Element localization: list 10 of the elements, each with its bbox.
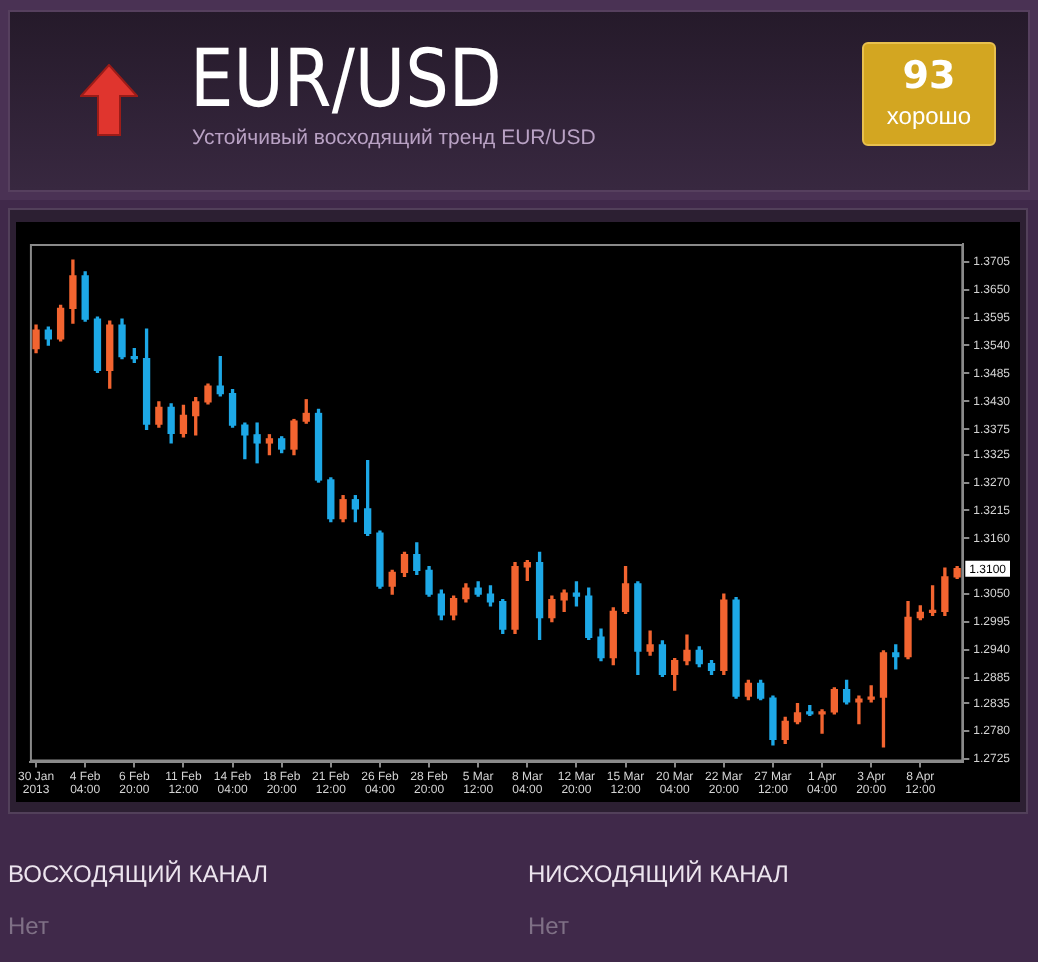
text: 93 xyxy=(900,54,958,98)
candlestick xyxy=(818,709,826,734)
text: Нет xyxy=(528,912,569,940)
text: Нет xyxy=(8,912,49,940)
chart-title: EUR/USD xyxy=(190,32,502,128)
text: НИСХОДЯЩИЙ КАНАЛ xyxy=(528,860,789,888)
text: ВОСХОДЯЩИЙ КАНАЛ xyxy=(8,860,269,888)
candlestick xyxy=(253,422,261,464)
text: хорошо xyxy=(884,102,974,130)
chart-subtitle: Устойчивый восходящий тренд EUR/USD xyxy=(192,126,596,152)
